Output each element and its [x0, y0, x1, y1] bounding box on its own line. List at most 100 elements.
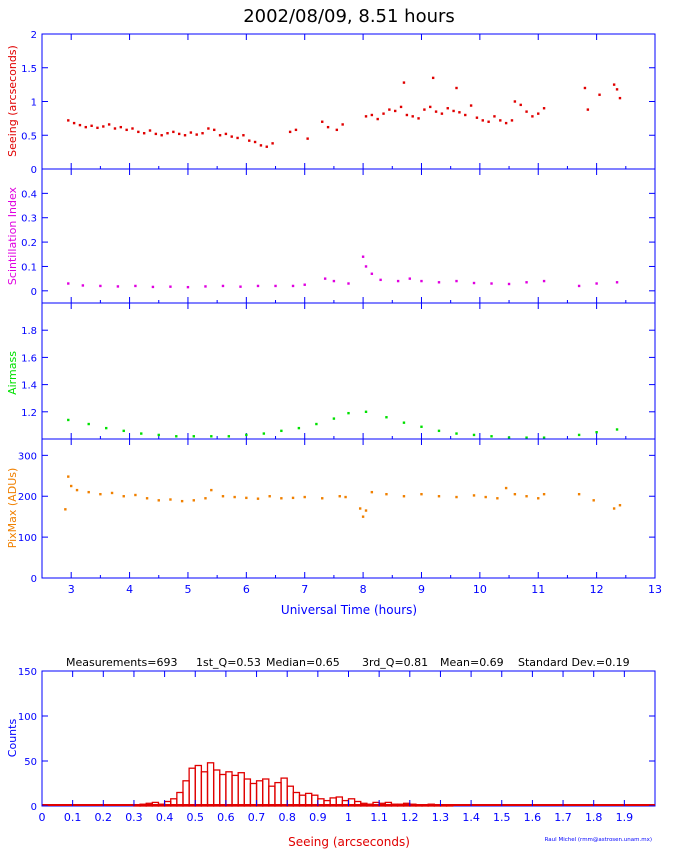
seeing-point	[248, 139, 251, 142]
airmass-ytick-label: 1.2	[21, 408, 37, 419]
scintillation-point	[204, 285, 207, 288]
pixmax-point	[577, 492, 581, 496]
seeing-point	[125, 128, 128, 132]
seeing-point	[102, 125, 105, 128]
seeing-point	[446, 107, 449, 110]
histogram-frame	[41, 670, 656, 807]
airmass-panel-frame	[41, 302, 656, 440]
pixmax-point	[134, 493, 137, 497]
airmass-point	[577, 433, 581, 437]
seeing-point	[429, 105, 432, 109]
seeing-point	[513, 100, 517, 103]
pixmax-point	[221, 495, 225, 498]
histogram-xtick-label: 1.8	[585, 811, 603, 824]
seeing-point	[253, 140, 257, 144]
seeing-point	[72, 121, 76, 125]
pixmax-ytick-label: 200	[18, 492, 37, 503]
airmass-ytick-label: 1.8	[21, 326, 37, 337]
seeing-point	[288, 130, 292, 134]
scintillation-panel: Scintillation Index 0 0.1 0.2 0.3 0.4	[6, 168, 656, 304]
scintillation-point	[595, 282, 598, 285]
airmass-point	[297, 426, 301, 430]
pixmax-point	[385, 492, 388, 496]
seeing-point	[341, 123, 344, 126]
histogram-xtick-label: 1.9	[616, 811, 634, 824]
histogram-bar	[182, 780, 190, 807]
airmass-point	[507, 436, 511, 439]
time-tick-label: 10	[473, 583, 487, 596]
airmass-ytick-label: 1.6	[21, 353, 37, 364]
airmass-point	[87, 422, 90, 426]
airmass-points	[67, 410, 619, 439]
scintillation-point	[186, 285, 190, 289]
pixmax-point	[496, 497, 499, 500]
mean-stat: Mean=0.69	[440, 656, 504, 669]
seeing-point	[493, 115, 496, 118]
seeing-point	[510, 119, 514, 122]
time-tick-label: 12	[590, 583, 604, 596]
seeing-point	[201, 132, 204, 135]
seeing-point	[218, 134, 222, 137]
seeing-point	[542, 107, 546, 110]
seeing-points	[67, 76, 622, 148]
seeing-point	[224, 132, 228, 136]
pixmax-point	[472, 494, 476, 497]
histogram-xtick-label: 0.9	[309, 811, 327, 824]
pixmax-point	[402, 495, 406, 498]
scintillation-point	[361, 255, 365, 258]
pixmax-point	[69, 484, 73, 488]
time-tick-label: 8	[360, 583, 367, 596]
pixmax-point	[370, 490, 374, 494]
airmass-ytick-label: 1.4	[21, 381, 37, 392]
airmass-ylabel: Airmass	[6, 351, 19, 395]
seeing-point	[458, 111, 461, 114]
seeing-point	[598, 93, 601, 96]
seeing-point	[131, 127, 134, 130]
airmass-point	[262, 432, 266, 435]
seeing-ytick-label: 0	[31, 165, 37, 176]
time-axis-ticks: 3 4 5 6 7 8 9 10 11 12 13	[68, 583, 662, 596]
seeing-point	[394, 109, 397, 113]
pixmax-point	[145, 497, 149, 500]
airmass-point	[420, 425, 423, 428]
seeing-point	[469, 104, 473, 107]
scintillation-point	[67, 282, 70, 285]
scintillation-point	[169, 285, 172, 288]
airmass-point	[364, 410, 368, 413]
seeing-point	[259, 144, 263, 147]
scintillation-ytick-label: 0.3	[21, 214, 37, 225]
time-tick-label: 5	[184, 583, 191, 596]
histogram-ytick-label: 0	[31, 802, 37, 813]
histogram-bar	[292, 791, 301, 807]
pixmax-point	[268, 495, 271, 498]
pixmax-point	[64, 508, 67, 511]
scintillation-point	[291, 284, 295, 288]
pixmax-point	[180, 499, 184, 503]
seeing-point	[265, 145, 268, 148]
std-stat: Standard Dev.=0.19	[518, 656, 630, 669]
seeing-point	[455, 86, 458, 90]
scintillation-point	[99, 284, 102, 288]
seeing-point	[242, 134, 245, 137]
histogram-bar	[249, 782, 258, 807]
scintillation-point	[134, 284, 137, 288]
seeing-point	[154, 132, 158, 136]
pixmax-ticks: 0 100 200 300	[18, 439, 656, 585]
histogram-xtick-label: 0.4	[156, 811, 174, 824]
histogram-xtick-label: 0.3	[125, 811, 143, 824]
seeing-point	[583, 86, 587, 90]
scintillation-point	[332, 279, 336, 283]
seeing-point	[195, 133, 198, 136]
seeing-panel-frame	[41, 33, 656, 170]
seeing-point	[119, 125, 123, 129]
histogram-bar	[255, 780, 264, 807]
scintillation-point	[490, 282, 493, 285]
pixmax-point	[338, 495, 341, 498]
seeing-point	[335, 128, 339, 132]
seeing-point	[388, 108, 391, 111]
scintillation-point	[507, 282, 511, 286]
first-quartile-stat: 1st_Q=0.53	[196, 656, 261, 669]
seeing-point	[402, 81, 406, 84]
seeing-ytick-label: 1	[31, 98, 37, 109]
scintillation-point	[151, 285, 155, 289]
